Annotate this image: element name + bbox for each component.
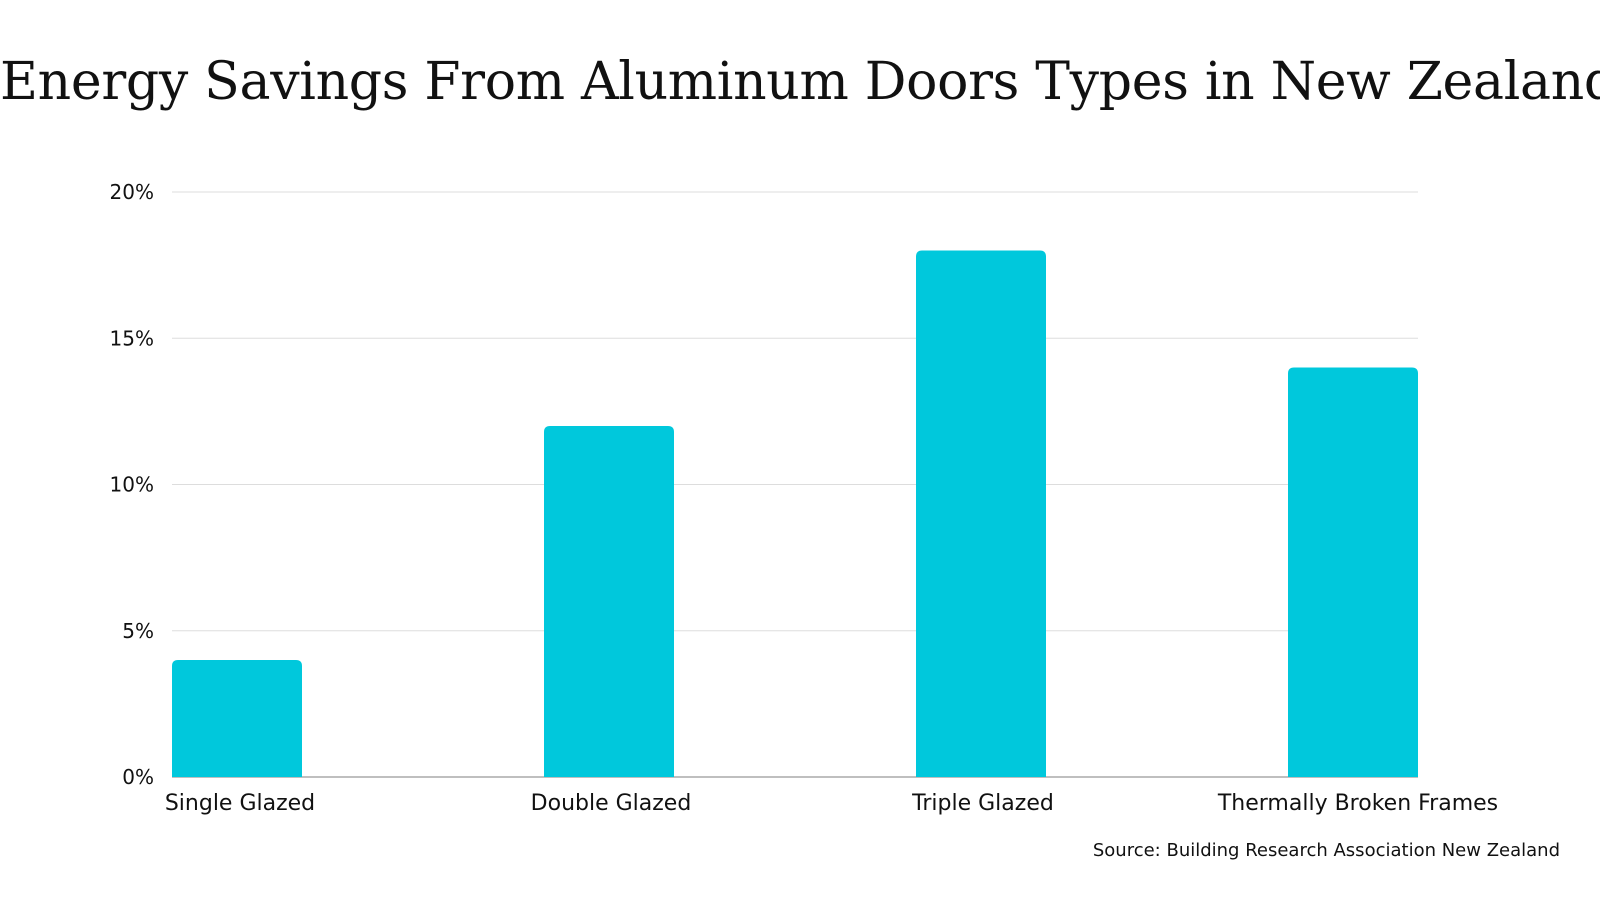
bar-double-glazed: [544, 426, 674, 777]
bars: [172, 250, 1418, 777]
x-tick-label: Triple Glazed: [911, 791, 1054, 816]
bar-triple-glazed: [916, 250, 1046, 777]
x-tick-label: Single Glazed: [165, 791, 315, 816]
y-tick-label: 5%: [122, 619, 154, 643]
y-tick-label: 15%: [110, 326, 154, 350]
x-tick-label: Double Glazed: [531, 791, 692, 816]
bar-single-glazed: [172, 660, 302, 777]
x-axis-ticks: Single Glazed Double Glazed Triple Glazed T…: [165, 791, 1498, 816]
source-note: Source: Building Research Association Ne…: [1092, 840, 1560, 861]
y-axis-ticks: 0% 5% 10% 15% 20%: [110, 180, 154, 789]
x-tick-label: Thermally Broken Frames: [1217, 791, 1498, 816]
y-tick-label: 0%: [122, 765, 154, 789]
bar-thermally-broken-frames: [1288, 367, 1418, 777]
y-tick-label: 10%: [110, 473, 154, 497]
gridlines: [172, 191, 1418, 778]
y-tick-label: 20%: [110, 180, 154, 204]
chart-title: Energy Savings From Aluminum Doors Types…: [0, 52, 1600, 112]
